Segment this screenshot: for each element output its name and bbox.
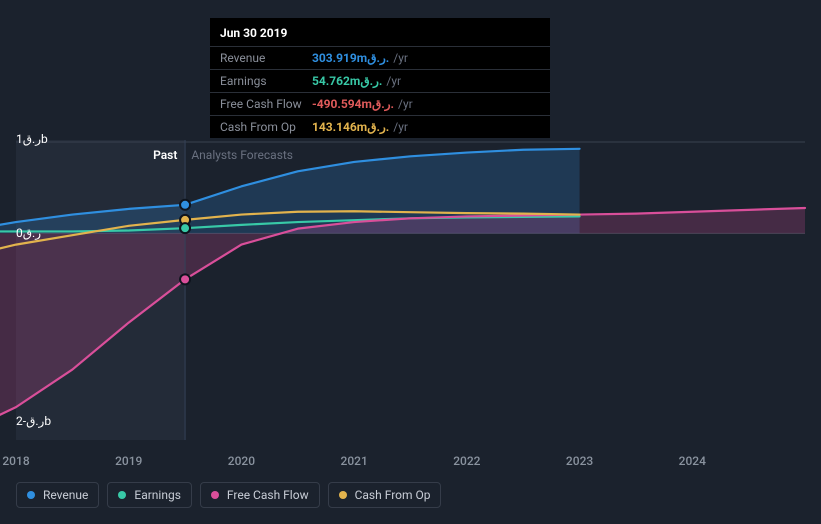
x-tick-label: 2020 <box>228 454 255 468</box>
chart-tooltip: Jun 30 2019 Revenue303.919mر.ق./yrEarnin… <box>210 18 550 138</box>
tooltip-row-currency: mر.ق. <box>357 51 389 65</box>
legend-item-cfo[interactable]: Cash From Op <box>328 482 442 508</box>
legend-dot-icon <box>27 491 35 499</box>
y-tick-label: ر.ق1b <box>16 132 48 146</box>
tooltip-row-unit: /yr <box>393 120 408 134</box>
tooltip-row-label: Revenue <box>220 51 312 65</box>
tooltip-row-label: Free Cash Flow <box>220 97 312 111</box>
tooltip-row-value: 303.919 <box>312 51 357 65</box>
tooltip-row-unit: /yr <box>386 74 401 88</box>
tooltip-row-label: Cash From Op <box>220 120 312 134</box>
y-tick-label: ر.ق-2b <box>16 414 51 428</box>
legend-label: Cash From Op <box>355 488 431 502</box>
x-tick-label: 2023 <box>566 454 593 468</box>
tooltip-row: Cash From Op143.146mر.ق. /yr <box>210 116 550 138</box>
legend-label: Free Cash Flow <box>227 488 309 502</box>
tooltip-row-currency: mر.ق. <box>357 120 389 134</box>
tooltip-row-value: 54.762 <box>312 74 350 88</box>
legend-item-earnings[interactable]: Earnings <box>107 482 192 508</box>
tooltip-row-label: Earnings <box>220 74 312 88</box>
label-forecast: Analysts Forecasts <box>191 148 293 162</box>
tooltip-row-currency: mر.ق. <box>350 74 382 88</box>
legend-dot-icon <box>211 491 219 499</box>
x-tick-label: 2019 <box>115 454 142 468</box>
legend-label: Earnings <box>134 488 181 502</box>
chart-legend: Revenue Earnings Free Cash Flow Cash From O… <box>16 482 441 508</box>
tooltip-row-value: 143.146 <box>312 120 357 134</box>
legend-item-revenue[interactable]: Revenue <box>16 482 99 508</box>
tooltip-row-value: -490.594 <box>312 97 362 111</box>
legend-dot-icon <box>339 491 347 499</box>
legend-dot-icon <box>118 491 126 499</box>
tooltip-row: Free Cash Flow-490.594mر.ق. /yr <box>210 93 550 116</box>
tooltip-row: Earnings54.762mر.ق. /yr <box>210 70 550 93</box>
divider-labels: Past Analysts Forecasts <box>153 148 293 162</box>
tooltip-row-unit: /yr <box>398 97 413 111</box>
x-tick-label: 2018 <box>2 454 29 468</box>
label-past: Past <box>153 148 177 162</box>
x-tick-label: 2024 <box>679 454 706 468</box>
tooltip-date: Jun 30 2019 <box>210 20 550 47</box>
y-tick-label: ر.ق0 <box>16 226 41 240</box>
tooltip-row: Revenue303.919mر.ق. /yr <box>210 47 550 70</box>
legend-label: Revenue <box>43 488 88 502</box>
tooltip-row-currency: mر.ق. <box>362 97 394 111</box>
x-tick-label: 2022 <box>453 454 480 468</box>
x-tick-label: 2021 <box>341 454 368 468</box>
legend-item-fcf[interactable]: Free Cash Flow <box>200 482 320 508</box>
tooltip-row-unit: /yr <box>393 51 408 65</box>
